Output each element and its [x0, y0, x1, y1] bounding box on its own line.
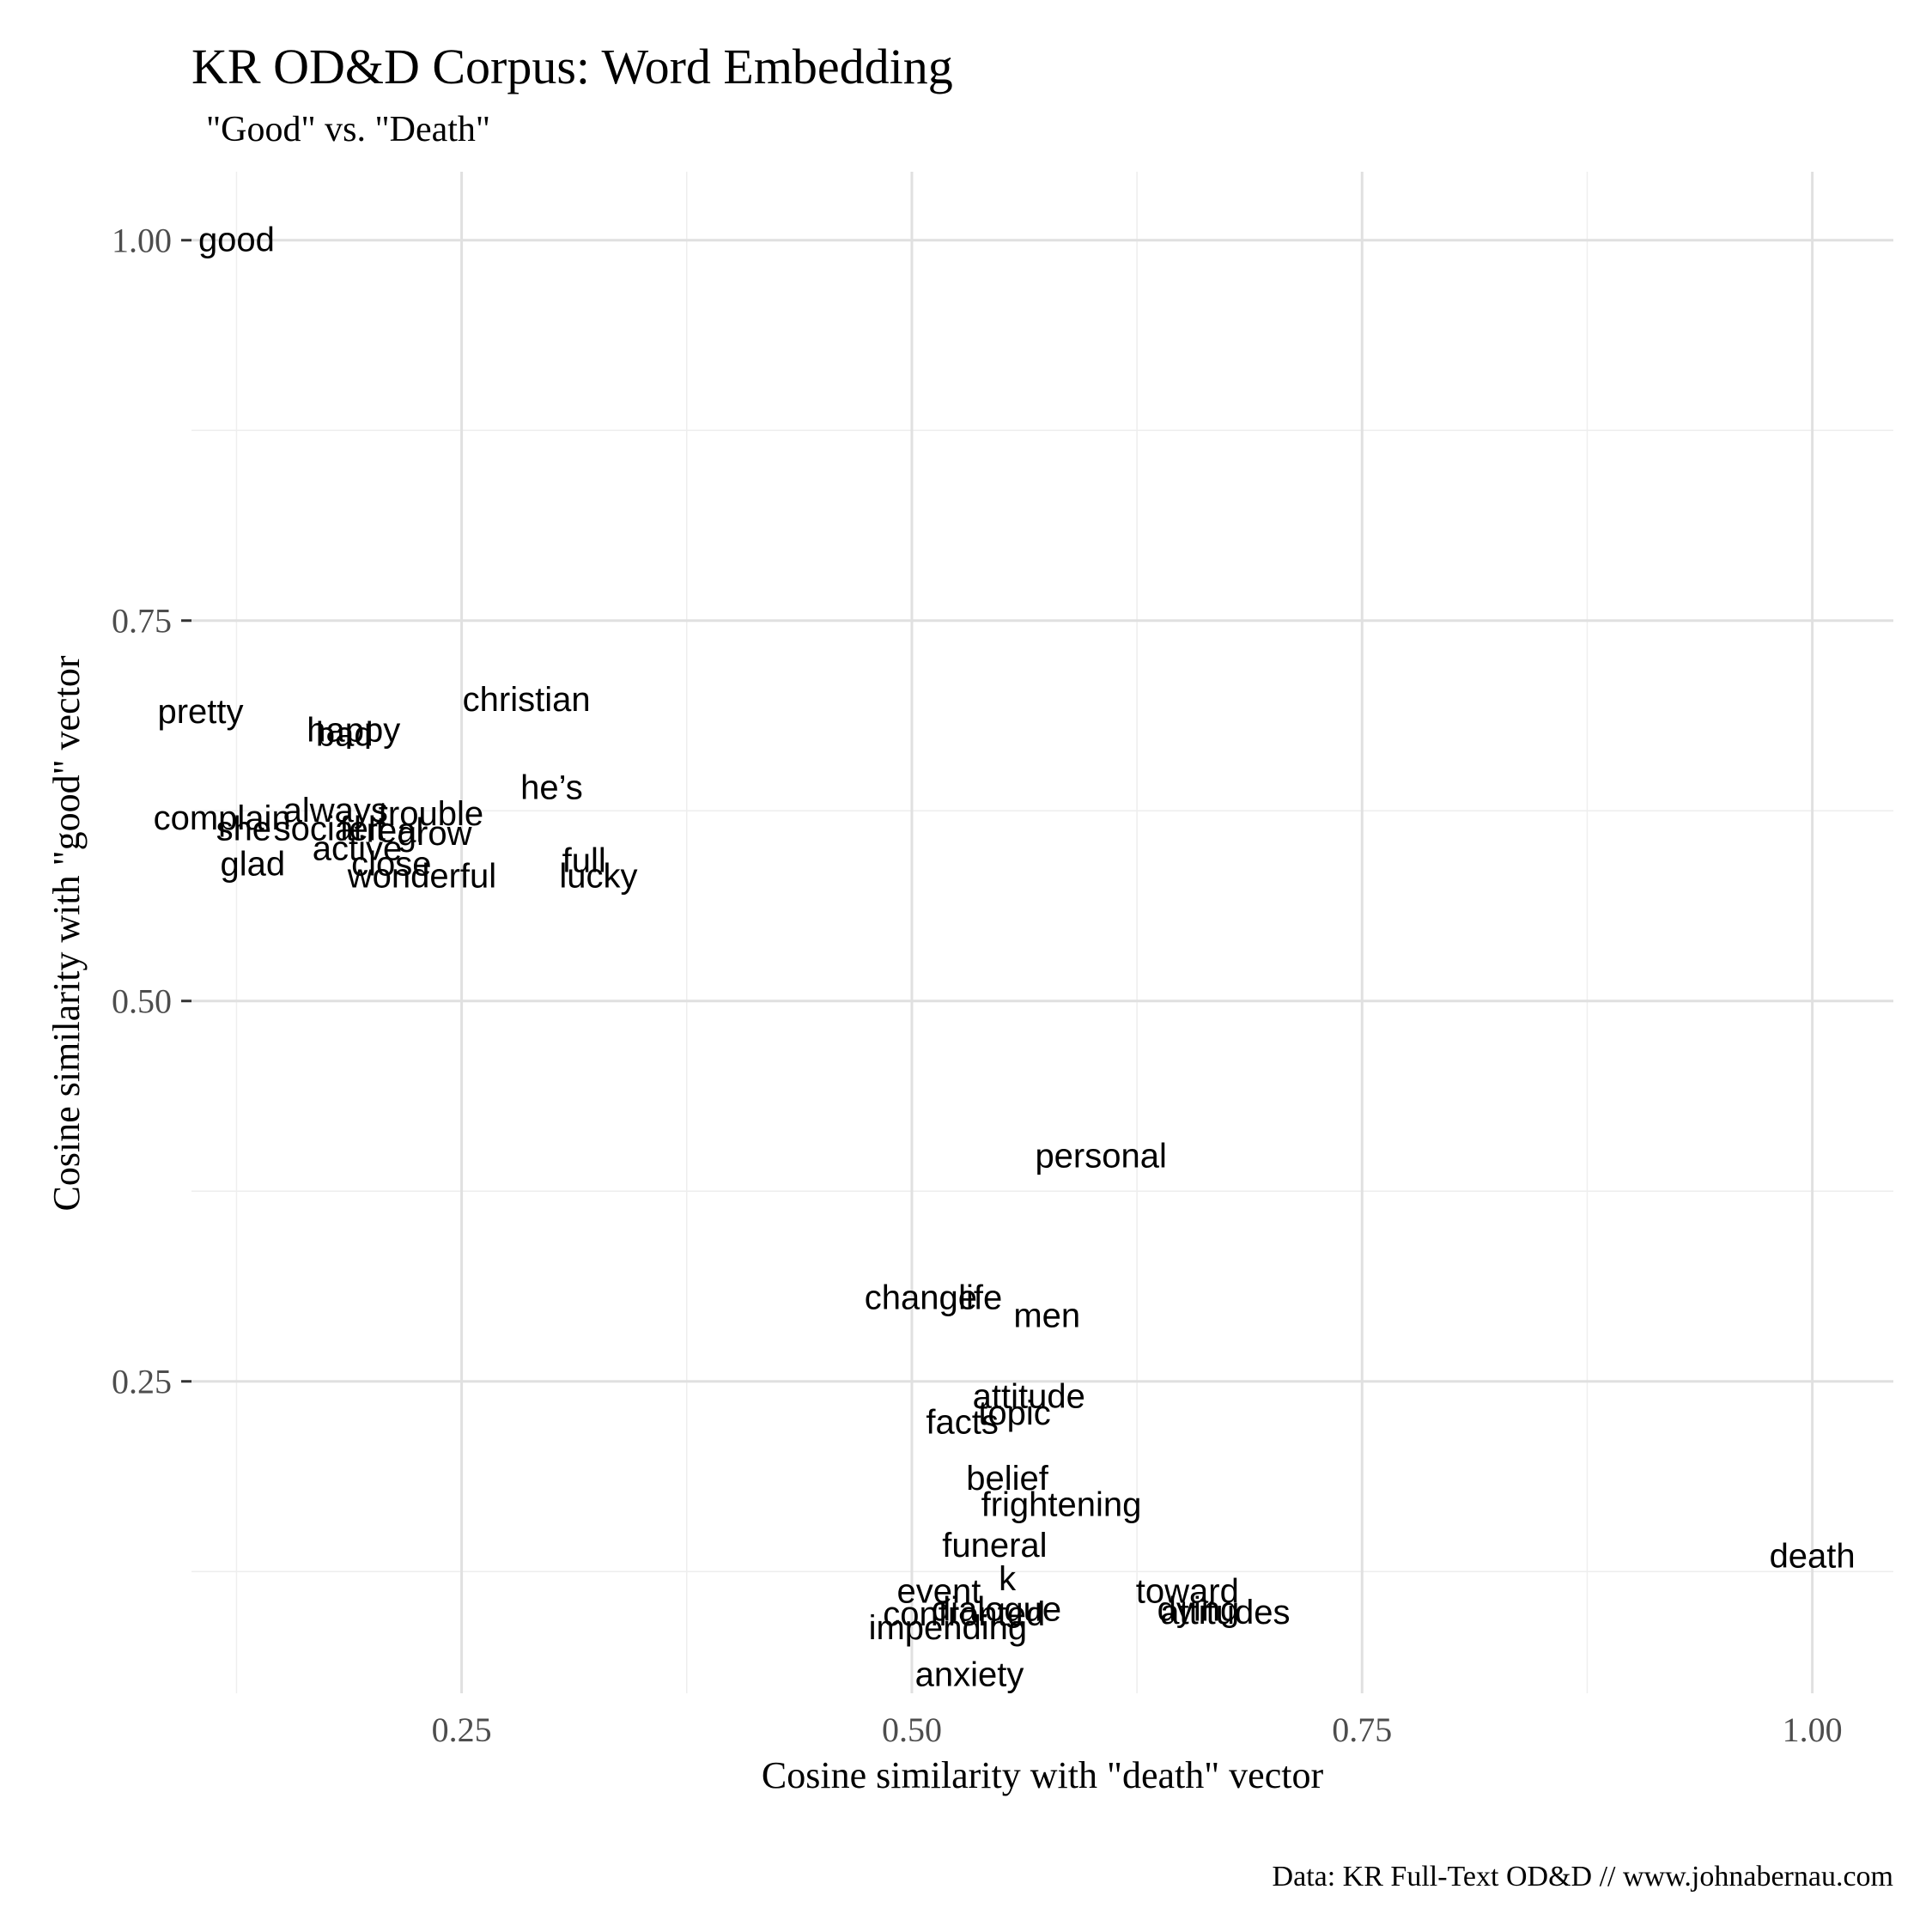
grid [191, 172, 1893, 1693]
x-axis-title: Cosine similarity with "death" vector [762, 1754, 1324, 1796]
word-label: pretty [157, 693, 243, 731]
word-label: topic [978, 1394, 1051, 1432]
word-label: grow [398, 815, 472, 853]
word-label: attitude [973, 1377, 1085, 1415]
axis-ticks: 0.25 0.50 0.75 1.00 0.25 0.50 0.75 1.00 [112, 222, 1843, 1749]
word-label: k [999, 1560, 1017, 1598]
word-label: lucky [559, 857, 637, 895]
word-label: facts [926, 1404, 998, 1442]
word-label: happy [307, 711, 400, 749]
x-tick-label: 0.50 [882, 1710, 942, 1749]
word-label: men [1013, 1297, 1080, 1335]
word-label: bad [316, 716, 374, 754]
y-tick-label: 0.50 [112, 982, 172, 1021]
word-label: she [216, 811, 272, 848]
word-label: belief [966, 1460, 1049, 1498]
word-label: wonderful [347, 857, 496, 895]
chart-subtitle: "Good" vs. "Death" [206, 110, 490, 149]
word-label: frightening [981, 1485, 1142, 1523]
word-label: good [198, 222, 275, 259]
word-label: confronted [883, 1595, 1045, 1633]
y-tick-label: 0.75 [112, 602, 172, 641]
chart-caption: Data: KR Full-Text OD&D // www.johnabern… [1273, 1861, 1893, 1893]
chart-title: KR OD&D Corpus: Word Embedding [191, 39, 953, 94]
word-label: attitudes [1160, 1594, 1290, 1631]
word-label: toward [1136, 1572, 1239, 1610]
y-tick-label: 1.00 [112, 222, 172, 260]
word-label: glad [220, 845, 285, 883]
word-label: social [274, 811, 361, 848]
y-axis-title: Cosine similarity with "good" vector [46, 655, 88, 1211]
word-label: always [283, 792, 388, 829]
word-label: anxiety [915, 1656, 1024, 1694]
word-label: personal [1035, 1137, 1166, 1175]
word-label: life [958, 1279, 1002, 1316]
word-label: change [865, 1279, 977, 1316]
x-tick-label: 0.75 [1332, 1710, 1392, 1749]
word-label: close [351, 845, 431, 883]
word-label: complain [154, 799, 291, 837]
word-label: funeral [942, 1527, 1047, 1564]
word-label: event [896, 1572, 981, 1610]
x-tick-label: 1.00 [1783, 1710, 1843, 1749]
word-label: felt [340, 811, 386, 848]
word-label: dying [1157, 1591, 1240, 1629]
word-label: death [1770, 1538, 1856, 1576]
word-label: active [313, 830, 403, 868]
word-label: dialogue [932, 1591, 1061, 1629]
word-label: impending [869, 1609, 1028, 1647]
word-label: he’s [520, 769, 583, 807]
word-label: christian [463, 681, 591, 719]
word-label: real [367, 811, 424, 849]
word-label: full [562, 842, 606, 880]
y-tick-label: 0.25 [112, 1363, 172, 1401]
x-tick-label: 0.25 [432, 1710, 492, 1749]
word-label: trouble [379, 795, 483, 833]
